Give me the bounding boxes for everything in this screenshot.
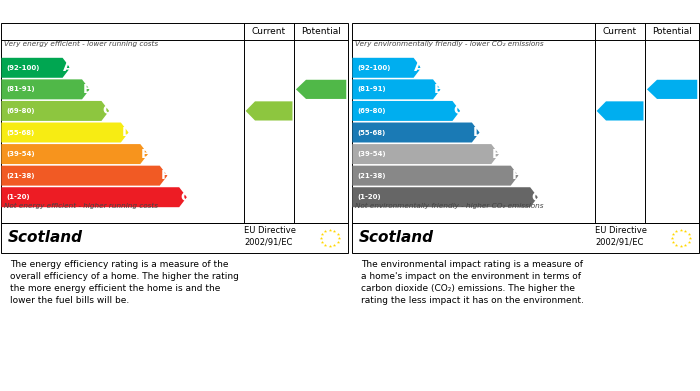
Polygon shape bbox=[1, 144, 148, 164]
Text: E: E bbox=[492, 147, 501, 161]
Text: Current: Current bbox=[252, 27, 286, 36]
Text: D: D bbox=[122, 126, 133, 139]
Text: (1-20): (1-20) bbox=[6, 194, 30, 200]
Text: EU Directive
2002/91/EC: EU Directive 2002/91/EC bbox=[244, 226, 296, 247]
Text: E: E bbox=[141, 147, 150, 161]
Text: (39-54): (39-54) bbox=[6, 151, 35, 157]
Polygon shape bbox=[352, 144, 499, 164]
Text: Energy Efficiency Rating: Energy Efficiency Rating bbox=[6, 5, 169, 18]
Text: (69-80): (69-80) bbox=[6, 108, 35, 114]
Polygon shape bbox=[596, 101, 643, 120]
Text: (21-38): (21-38) bbox=[6, 173, 35, 179]
Text: Potential: Potential bbox=[301, 27, 341, 36]
Text: (92-100): (92-100) bbox=[357, 65, 391, 71]
Text: 74: 74 bbox=[617, 106, 633, 116]
Polygon shape bbox=[1, 166, 167, 186]
Text: (92-100): (92-100) bbox=[6, 65, 40, 71]
Text: Potential: Potential bbox=[652, 27, 692, 36]
Text: (55-68): (55-68) bbox=[357, 129, 386, 136]
Polygon shape bbox=[352, 122, 480, 142]
Polygon shape bbox=[1, 79, 90, 99]
Text: Very environmentally friendly - lower CO₂ emissions: Very environmentally friendly - lower CO… bbox=[356, 41, 544, 47]
Polygon shape bbox=[1, 122, 129, 142]
Text: F: F bbox=[512, 169, 521, 182]
Text: EU Directive
2002/91/EC: EU Directive 2002/91/EC bbox=[595, 226, 647, 247]
Text: The environmental impact rating is a measure of
a home's impact on the environme: The environmental impact rating is a mea… bbox=[360, 260, 584, 305]
Polygon shape bbox=[352, 79, 441, 99]
Polygon shape bbox=[352, 58, 421, 78]
Polygon shape bbox=[647, 80, 697, 99]
Text: (39-54): (39-54) bbox=[357, 151, 386, 157]
Text: Very energy efficient - lower running costs: Very energy efficient - lower running co… bbox=[4, 41, 159, 47]
Text: (21-38): (21-38) bbox=[357, 173, 386, 179]
Polygon shape bbox=[1, 58, 70, 78]
Text: C: C bbox=[102, 104, 112, 117]
Text: (81-91): (81-91) bbox=[6, 86, 35, 92]
Text: (81-91): (81-91) bbox=[357, 86, 386, 92]
Text: B: B bbox=[434, 83, 444, 96]
Polygon shape bbox=[352, 187, 538, 207]
Text: G: G bbox=[531, 191, 542, 204]
Text: Scotland: Scotland bbox=[8, 231, 83, 246]
Text: Scotland: Scotland bbox=[359, 231, 434, 246]
Text: B: B bbox=[83, 83, 93, 96]
Text: F: F bbox=[160, 169, 169, 182]
Polygon shape bbox=[1, 101, 109, 121]
Polygon shape bbox=[246, 101, 293, 120]
Text: 72: 72 bbox=[266, 106, 281, 116]
Text: Current: Current bbox=[603, 27, 637, 36]
Text: 86: 86 bbox=[318, 84, 334, 94]
Text: (1-20): (1-20) bbox=[357, 194, 381, 200]
Text: Not environmentally friendly - higher CO₂ emissions: Not environmentally friendly - higher CO… bbox=[356, 203, 544, 209]
Text: A: A bbox=[414, 61, 424, 74]
Text: D: D bbox=[473, 126, 484, 139]
Polygon shape bbox=[1, 187, 187, 207]
Text: C: C bbox=[453, 104, 463, 117]
Text: Not energy efficient - higher running costs: Not energy efficient - higher running co… bbox=[4, 203, 158, 209]
Text: (69-80): (69-80) bbox=[357, 108, 386, 114]
Text: (55-68): (55-68) bbox=[6, 129, 34, 136]
Polygon shape bbox=[296, 80, 346, 99]
Polygon shape bbox=[352, 166, 519, 186]
Text: G: G bbox=[180, 191, 191, 204]
Text: A: A bbox=[63, 61, 74, 74]
Text: 87: 87 bbox=[669, 84, 685, 94]
Text: The energy efficiency rating is a measure of the
overall efficiency of a home. T: The energy efficiency rating is a measur… bbox=[10, 260, 239, 305]
Text: Environmental Impact (CO₂) Rating: Environmental Impact (CO₂) Rating bbox=[357, 5, 589, 18]
Polygon shape bbox=[352, 101, 460, 121]
